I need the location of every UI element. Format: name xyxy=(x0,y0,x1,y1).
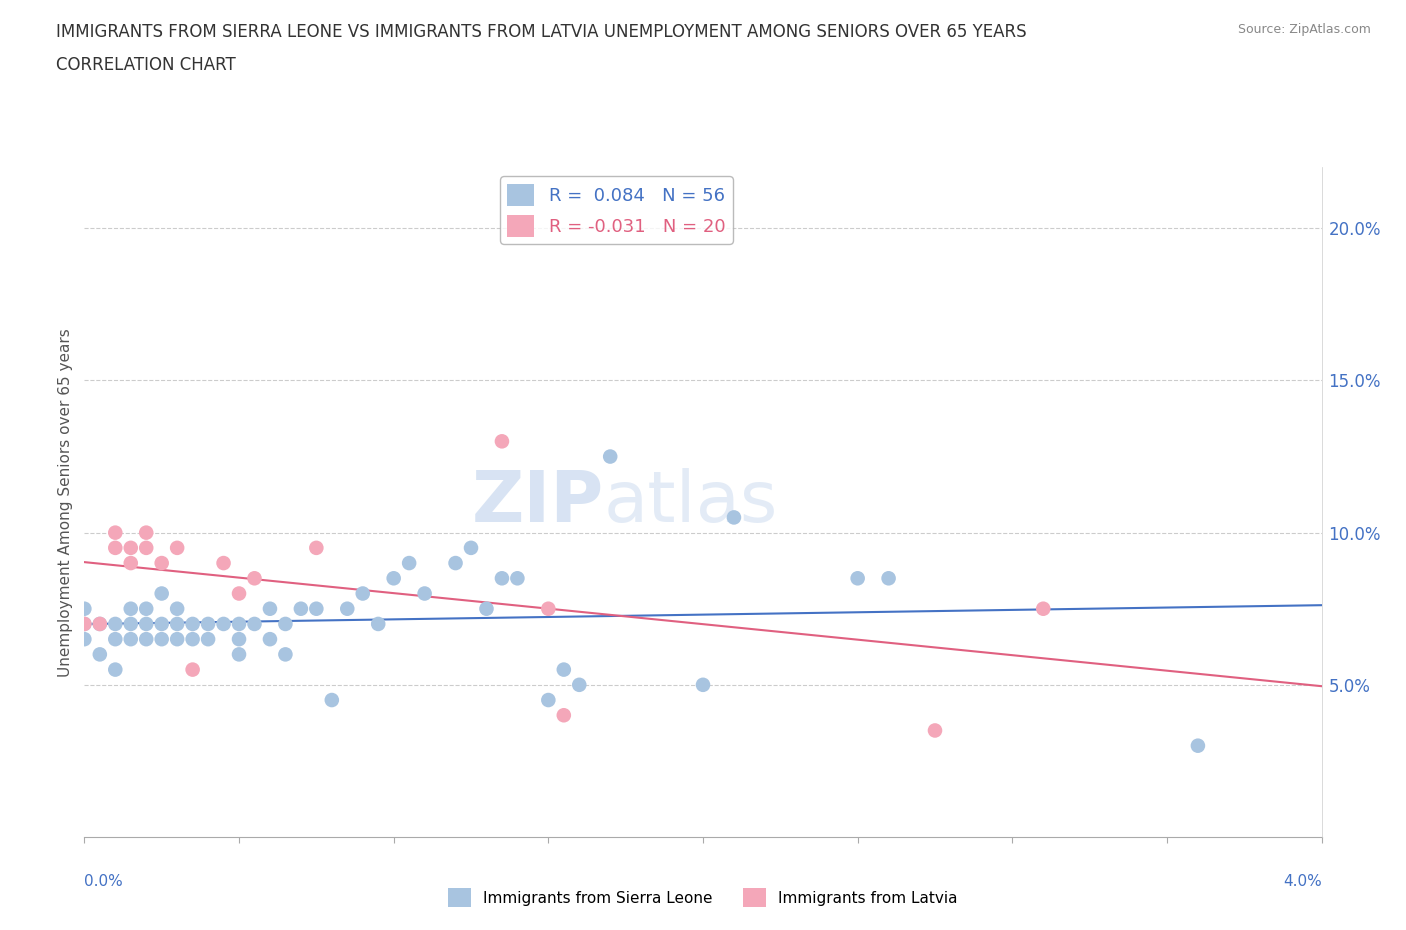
Text: IMMIGRANTS FROM SIERRA LEONE VS IMMIGRANTS FROM LATVIA UNEMPLOYMENT AMONG SENIOR: IMMIGRANTS FROM SIERRA LEONE VS IMMIGRAN… xyxy=(56,23,1026,41)
Point xyxy=(599,449,621,464)
Point xyxy=(89,617,111,631)
Point xyxy=(135,631,157,646)
Text: Source: ZipAtlas.com: Source: ZipAtlas.com xyxy=(1237,23,1371,36)
Point xyxy=(150,555,173,570)
Point xyxy=(460,540,482,555)
Point xyxy=(877,571,900,586)
Point xyxy=(150,586,173,601)
Point xyxy=(290,602,312,617)
Text: 4.0%: 4.0% xyxy=(1282,874,1322,889)
Point xyxy=(228,617,250,631)
Point xyxy=(197,617,219,631)
Point xyxy=(243,617,266,631)
Point xyxy=(491,571,513,586)
Point xyxy=(259,602,281,617)
Point xyxy=(506,571,529,586)
Point xyxy=(120,631,142,646)
Legend: R =  0.084   N = 56, R = -0.031   N = 20: R = 0.084 N = 56, R = -0.031 N = 20 xyxy=(501,177,733,244)
Point xyxy=(537,693,560,708)
Point xyxy=(120,555,142,570)
Text: atlas: atlas xyxy=(605,468,779,537)
Point xyxy=(104,617,127,631)
Point xyxy=(723,510,745,525)
Y-axis label: Unemployment Among Seniors over 65 years: Unemployment Among Seniors over 65 years xyxy=(58,328,73,677)
Point xyxy=(692,677,714,692)
Point xyxy=(89,647,111,662)
Point xyxy=(491,434,513,449)
Point xyxy=(181,631,204,646)
Point xyxy=(181,617,204,631)
Point xyxy=(243,571,266,586)
Point xyxy=(259,631,281,646)
Point xyxy=(197,631,219,646)
Point xyxy=(475,602,498,617)
Point xyxy=(537,602,560,617)
Point xyxy=(413,586,436,601)
Point xyxy=(228,631,250,646)
Point xyxy=(444,555,467,570)
Point xyxy=(924,723,946,737)
Point xyxy=(568,677,591,692)
Point xyxy=(305,602,328,617)
Point xyxy=(104,540,127,555)
Point xyxy=(135,525,157,540)
Point xyxy=(104,631,127,646)
Point xyxy=(228,586,250,601)
Point xyxy=(73,617,96,631)
Point xyxy=(305,540,328,555)
Point xyxy=(1032,602,1054,617)
Point xyxy=(120,617,142,631)
Point xyxy=(321,693,343,708)
Point xyxy=(274,647,297,662)
Point xyxy=(166,540,188,555)
Point xyxy=(120,540,142,555)
Point xyxy=(181,662,204,677)
Point xyxy=(846,571,869,586)
Point xyxy=(367,617,389,631)
Point xyxy=(104,525,127,540)
Point xyxy=(150,617,173,631)
Point xyxy=(553,662,575,677)
Point xyxy=(89,617,111,631)
Point xyxy=(228,647,250,662)
Point xyxy=(166,617,188,631)
Point xyxy=(352,586,374,601)
Point xyxy=(212,555,235,570)
Point xyxy=(166,631,188,646)
Point xyxy=(73,631,96,646)
Point xyxy=(382,571,405,586)
Text: ZIP: ZIP xyxy=(472,468,605,537)
Point xyxy=(73,617,96,631)
Point xyxy=(150,631,173,646)
Point xyxy=(166,602,188,617)
Point xyxy=(274,617,297,631)
Point xyxy=(120,602,142,617)
Point xyxy=(212,617,235,631)
Point xyxy=(73,602,96,617)
Point xyxy=(104,662,127,677)
Legend: Immigrants from Sierra Leone, Immigrants from Latvia: Immigrants from Sierra Leone, Immigrants… xyxy=(441,883,965,913)
Point xyxy=(553,708,575,723)
Point xyxy=(135,540,157,555)
Point xyxy=(336,602,359,617)
Point xyxy=(398,555,420,570)
Point xyxy=(135,617,157,631)
Point xyxy=(135,602,157,617)
Point xyxy=(1187,738,1209,753)
Text: 0.0%: 0.0% xyxy=(84,874,124,889)
Text: CORRELATION CHART: CORRELATION CHART xyxy=(56,56,236,73)
